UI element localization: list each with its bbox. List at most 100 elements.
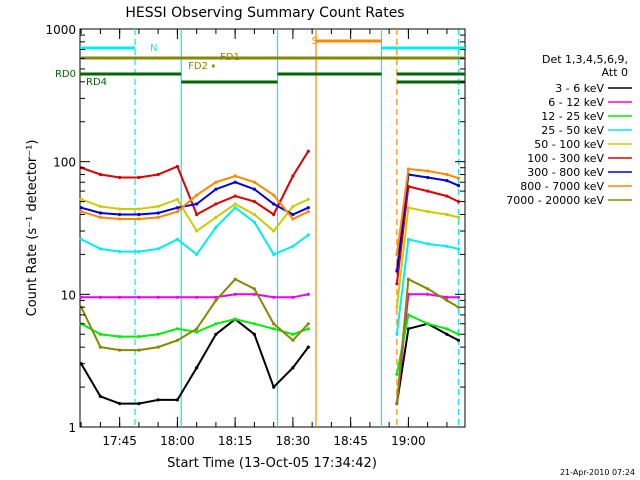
data-point-25-50-kev-1-4 — [456, 247, 461, 251]
data-point-100-300-kev-0-8 — [233, 194, 237, 198]
data-point-300-800-kev-0-2 — [118, 212, 122, 217]
data-point-50-100-kev-0-4 — [156, 204, 160, 208]
data-point-25-50-kev-1-3 — [445, 244, 449, 248]
data-point-300-800-kev-0-9 — [252, 187, 256, 191]
data-point-7000-20000-kev-0-5 — [175, 338, 179, 342]
data-point-300-800-kev-0-1 — [98, 211, 102, 215]
data-point-800-7000-kev-0-8 — [233, 174, 237, 178]
data-point-3-6-kev-0-1 — [98, 394, 102, 398]
data-point-7000-20000-kev-0-8 — [233, 277, 237, 281]
data-point-3-6-kev-1-1 — [406, 327, 410, 331]
flag-label-s: S — [312, 36, 318, 47]
legend-label-7000-20000-kev: 7000 - 20000 keV — [506, 194, 604, 207]
data-point-3-6-kev-0-12 — [306, 345, 310, 349]
data-point-100-300-kev-0-1 — [98, 172, 102, 177]
data-point-50-100-kev-0-12 — [306, 197, 310, 201]
data-point-50-100-kev-0-8 — [233, 202, 237, 206]
flag-label-rd0: RD0 — [55, 69, 76, 80]
data-point-100-300-kev-0-5 — [175, 164, 179, 169]
data-point-7000-20000-kev-0-10 — [272, 322, 276, 326]
data-point-7000-20000-kev-0-12 — [306, 322, 310, 326]
data-point-3-6-kev-1-4 — [456, 338, 461, 342]
data-point-50-100-kev-0-11 — [291, 204, 295, 208]
data-point-6-12-kev-0-8 — [233, 292, 237, 296]
data-point-3-6-kev-0-6 — [195, 366, 199, 370]
data-point-7000-20000-kev-1-1 — [406, 277, 410, 281]
x-tick-label-18-15: 18:15 — [218, 434, 253, 448]
data-point-25-50-kev-0-9 — [252, 220, 256, 224]
data-point-12-25-kev-1-1 — [406, 313, 410, 317]
data-point-3-6-kev-0-2 — [118, 402, 122, 406]
data-point-300-800-kev-0-5 — [175, 206, 179, 210]
data-point-800-7000-kev-0-10 — [272, 193, 276, 197]
data-point-50-100-kev-1-1 — [406, 206, 410, 210]
data-point-100-300-kev-1-0 — [395, 282, 399, 286]
data-point-7000-20000-kev-0-6 — [195, 327, 199, 331]
data-point-25-50-kev-0-11 — [291, 244, 295, 248]
data-point-12-25-kev-1-4 — [456, 332, 461, 336]
plot-frame — [79, 28, 466, 428]
y-axis-label: Count Rate (s⁻¹ detector⁻¹) — [25, 140, 40, 317]
data-point-50-100-kev-0-0 — [79, 197, 83, 201]
data-point-6-12-kev-0-12 — [306, 292, 310, 296]
data-point-100-300-kev-0-3 — [137, 175, 141, 180]
legend-label-800-7000-kev: 800 - 7000 keV — [520, 180, 604, 193]
data-point-7000-20000-kev-0-4 — [156, 345, 160, 349]
data-point-100-300-kev-0-2 — [118, 175, 122, 180]
data-point-300-800-kev-0-3 — [137, 212, 141, 217]
data-point-300-800-kev-0-6 — [195, 202, 199, 206]
legend-label-25-50-kev: 25 - 50 keV — [541, 124, 604, 137]
data-point-12-25-kev-0-7 — [214, 322, 218, 326]
legend-header-line-2: Att 0 — [602, 66, 628, 79]
data-point-7000-20000-kev-0-11 — [291, 338, 295, 342]
marker-lines — [134, 29, 460, 427]
legend-label-300-800-kev: 300 - 800 keV — [527, 166, 604, 179]
data-point-100-300-kev-0-9 — [252, 200, 256, 204]
data-point-6-12-kev-0-10 — [272, 295, 276, 299]
flag-label-rd4: RD4 — [86, 77, 107, 88]
footer-timestamp: 21-Apr-2010 07:24 — [560, 468, 635, 477]
flag-label-fd1: FD1 — [220, 52, 240, 63]
data-point-25-50-kev-1-1 — [406, 237, 410, 241]
data-point-25-50-kev-1-0 — [395, 332, 399, 336]
data-point-100-300-kev-0-6 — [195, 212, 199, 217]
data-point-6-12-kev-0-11 — [291, 295, 295, 299]
data-point-7000-20000-kev-0-1 — [98, 345, 102, 349]
data-point-100-300-kev-1-3 — [445, 194, 449, 198]
data-point-7000-20000-kev-1-4 — [456, 305, 461, 309]
data-point-50-100-kev-1-4 — [456, 215, 461, 219]
data-point-25-50-kev-0-8 — [233, 206, 237, 210]
data-point-50-100-kev-1-2 — [426, 210, 430, 214]
data-point-100-300-kev-1-4 — [456, 200, 461, 204]
flag-label-n: N — [150, 43, 157, 54]
data-point-50-100-kev-0-3 — [137, 207, 141, 211]
data-point-100-300-kev-0-7 — [214, 202, 218, 206]
data-point-12-25-kev-0-11 — [291, 332, 295, 336]
data-point-800-7000-kev-0-5 — [175, 210, 179, 214]
data-point-25-50-kev-0-7 — [214, 225, 218, 229]
data-point-300-800-kev-0-8 — [233, 180, 237, 184]
data-point-100-300-kev-0-11 — [291, 174, 295, 178]
data-point-300-800-kev-1-2 — [426, 175, 430, 180]
data-point-50-100-kev-0-1 — [98, 204, 102, 208]
data-point-12-25-kev-1-3 — [445, 327, 449, 331]
data-point-6-12-kev-0-6 — [195, 295, 199, 299]
data-point-50-100-kev-1-0 — [395, 305, 399, 309]
data-point-800-7000-kev-1-1 — [406, 167, 410, 171]
data-point-6-12-kev-1-2 — [426, 292, 430, 296]
data-point-7000-20000-kev-1-2 — [426, 287, 430, 291]
x-tick-label-18-00: 18:00 — [160, 434, 195, 448]
data-point-25-50-kev-0-4 — [156, 247, 160, 251]
chart-title: HESSI Observing Summary Count Rates — [125, 5, 404, 21]
data-point-3-6-kev-1-3 — [445, 332, 449, 336]
data-point-12-25-kev-0-3 — [137, 335, 141, 339]
y-tick-label-100: 100 — [53, 156, 76, 170]
data-point-300-800-kev-0-10 — [272, 202, 276, 206]
data-point-3-6-kev-0-5 — [175, 398, 179, 402]
data-point-50-100-kev-0-2 — [118, 207, 122, 211]
data-point-3-6-kev-0-10 — [272, 385, 276, 389]
data-point-300-800-kev-1-4 — [456, 184, 461, 188]
legend-header-line-1: Det 1,3,4,5,6,9, — [542, 53, 628, 66]
x-axis-label: Start Time (13-Oct-05 17:34:42) — [167, 456, 377, 471]
data-point-800-7000-kev-1-0 — [395, 252, 399, 256]
